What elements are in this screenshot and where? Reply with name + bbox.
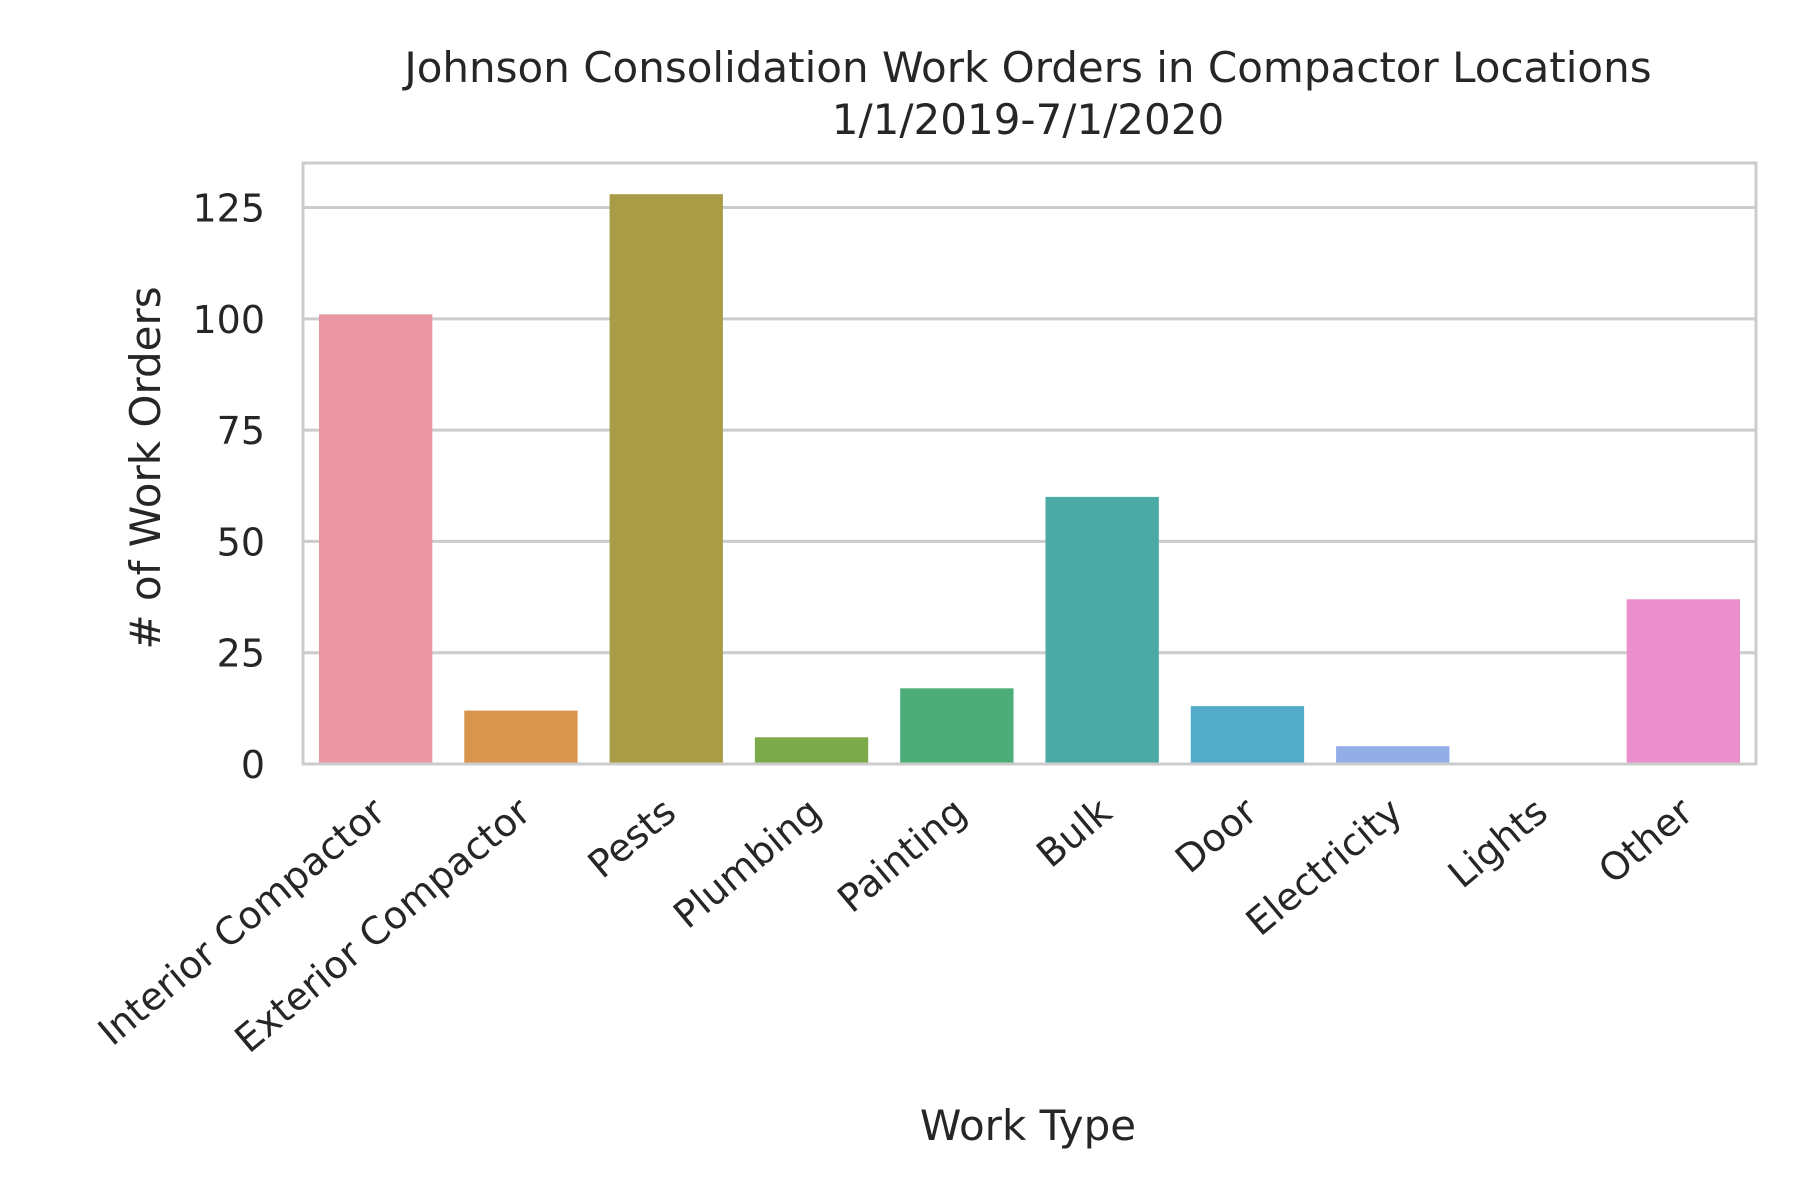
y-tick-label: 0 (241, 743, 265, 787)
x-tick-label: Door (1167, 789, 1266, 882)
bars (318, 194, 1741, 764)
x-tick-label: Electricity (1238, 789, 1411, 944)
y-axis-label: # of Work Orders (121, 286, 170, 649)
y-tick-label: 50 (217, 520, 265, 564)
bar (1190, 706, 1305, 764)
plot-frame (301, 161, 1758, 766)
y-tick-label: 100 (192, 298, 265, 342)
bar (1626, 599, 1741, 764)
chart-title: Johnson Consolidation Work Orders in Com… (401, 43, 1651, 92)
x-tick-label: Other (1590, 789, 1701, 892)
bar (464, 710, 578, 764)
bar (1045, 496, 1159, 764)
bar (900, 688, 1014, 764)
x-tick-label: Bulk (1028, 789, 1120, 876)
x-tick-label: Lights (1440, 789, 1556, 896)
bar (1336, 746, 1450, 764)
bar (754, 737, 869, 764)
bar (318, 314, 433, 764)
x-axis-label: Work Type (920, 1101, 1136, 1150)
bar (609, 194, 723, 764)
y-tick-labels: 0 25 50 75 100 125 (192, 187, 265, 787)
chart-subtitle: 1/1/2019-7/1/2020 (832, 95, 1224, 144)
x-tick-label: Painting (829, 789, 974, 921)
y-tick-label: 125 (192, 187, 265, 231)
y-tick-label: 25 (217, 632, 265, 676)
x-tick-label: Pests (580, 789, 684, 887)
y-tick-label: 75 (217, 409, 265, 453)
y-gridlines (303, 206, 1756, 766)
x-tick-label: Plumbing (665, 789, 829, 937)
